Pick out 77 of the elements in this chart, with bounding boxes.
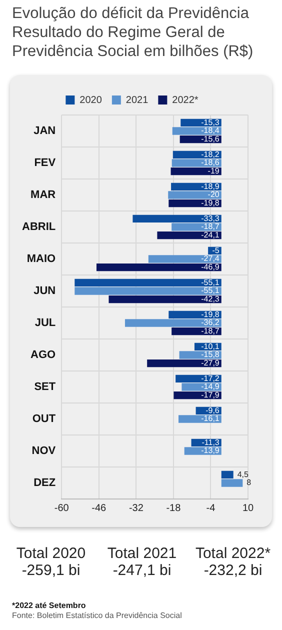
text: Total 2020 -259,1 bi [15, 545, 87, 579]
y-tick-label: NOV [32, 445, 56, 458]
data-label: -11,3 [202, 438, 220, 447]
x-tick-label: -46 [92, 502, 107, 514]
y-tick-label: MAR [30, 189, 56, 202]
bar [172, 127, 222, 135]
bar [182, 383, 222, 391]
y-tick-label: JUL [34, 317, 56, 330]
data-label: -33,3 [201, 214, 220, 223]
data-label: -17,9 [201, 390, 220, 400]
data-label: 8 [246, 478, 252, 488]
data-label: -10,1 [201, 342, 220, 351]
y-tick-label: MAIO [26, 253, 56, 266]
data-label: -19 [208, 166, 220, 176]
data-label: -55,1 [201, 286, 220, 296]
data-label: -42,3 [201, 294, 220, 304]
bar [74, 278, 222, 287]
bar [124, 319, 222, 327]
data-label: -18,6 [201, 158, 220, 168]
bar [221, 470, 234, 479]
source-note: Fonte: Boletim Estatístico da Previdência Social [12, 611, 183, 621]
data-label: 4,5 [237, 470, 250, 479]
bar [221, 479, 243, 487]
y-tick-label: SET [34, 381, 56, 394]
legend-label: 2022* [172, 94, 198, 106]
bar [132, 214, 222, 223]
x-tick-label: -18 [166, 502, 182, 514]
x-tick-label: -60 [54, 502, 70, 514]
bar [74, 287, 222, 295]
data-label: -18,7 [201, 326, 220, 336]
data-label: -17,2 [201, 374, 220, 383]
y-tick-label: AGO [30, 349, 56, 362]
chart-title: Evolução do déficit da Previdência Resultado do Regime Geral de Previdência Social em bilhões (R$) [11, 4, 254, 61]
data-label: -15,6 [201, 134, 220, 144]
data-label: -9,6 [206, 406, 220, 415]
data-label: -19,8 [201, 310, 220, 319]
bar [172, 159, 222, 167]
data-label: -20 [208, 190, 220, 200]
y-tick-label: OUT [32, 413, 56, 426]
y-tick-label: DEZ [34, 477, 56, 490]
data-label: -55,1 [201, 278, 220, 287]
x-tick-label: -32 [128, 502, 144, 514]
data-label: -18,2 [201, 150, 220, 159]
data-label: -27,9 [201, 358, 220, 368]
y-tick-label: ABRIL [22, 221, 56, 234]
bar [170, 167, 222, 176]
bar [172, 223, 222, 231]
data-label: -5 [212, 246, 220, 255]
data-label: -15,8 [201, 350, 220, 360]
bar [147, 359, 222, 368]
bar [148, 255, 222, 263]
x-tick-label: 10 [242, 502, 254, 514]
legend-label: 2020 [80, 94, 102, 106]
data-label: -18,7 [201, 222, 220, 232]
y-tick-label: JUN [34, 285, 56, 298]
y-tick-label: FEV [34, 157, 56, 170]
data-label: -15,3 [201, 118, 220, 127]
bar [96, 263, 222, 272]
data-label: -18,4 [201, 126, 220, 136]
x-tick-label: -4 [206, 502, 216, 514]
data-label: -46,9 [201, 262, 220, 272]
text: Total 2022* -232,2 bi [194, 545, 272, 579]
data-label: -19,8 [201, 198, 220, 208]
data-label: -16,1 [201, 414, 220, 424]
text: Total 2021 -247,1 bi [106, 545, 178, 579]
y-tick-label: JAN [34, 125, 56, 138]
bar [108, 295, 222, 304]
data-label: -24,1 [201, 230, 220, 240]
data-label: -13,9 [201, 446, 220, 456]
legend-label: 2021 [126, 94, 149, 106]
data-label: -36,2 [201, 318, 220, 328]
bar [168, 191, 222, 199]
data-label: -14,9 [201, 382, 220, 392]
data-label: -27,4 [201, 254, 220, 264]
bar [178, 415, 222, 423]
text: *2022 até Setembro [12, 601, 87, 611]
data-label: -18,9 [201, 182, 220, 191]
